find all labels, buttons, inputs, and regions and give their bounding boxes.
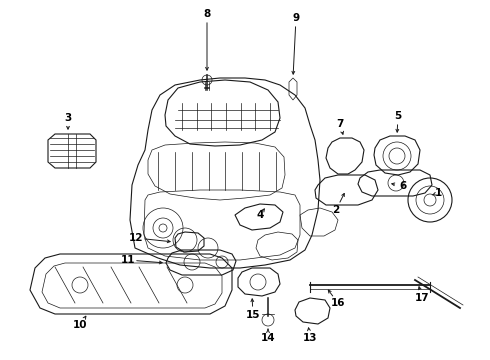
Text: 9: 9: [293, 13, 299, 23]
Text: 17: 17: [415, 293, 429, 303]
Text: 6: 6: [399, 181, 407, 191]
Text: 14: 14: [261, 333, 275, 343]
Text: 1: 1: [434, 188, 441, 198]
Text: 8: 8: [203, 9, 211, 19]
Text: 10: 10: [73, 320, 87, 330]
Text: 16: 16: [331, 298, 345, 308]
Text: 15: 15: [246, 310, 260, 320]
Text: 7: 7: [336, 119, 343, 129]
Text: 4: 4: [256, 210, 264, 220]
Text: 13: 13: [303, 333, 317, 343]
Text: 2: 2: [332, 205, 340, 215]
Text: 12: 12: [129, 233, 143, 243]
Text: 5: 5: [394, 111, 402, 121]
Text: 3: 3: [64, 113, 72, 123]
Text: 11: 11: [121, 255, 135, 265]
